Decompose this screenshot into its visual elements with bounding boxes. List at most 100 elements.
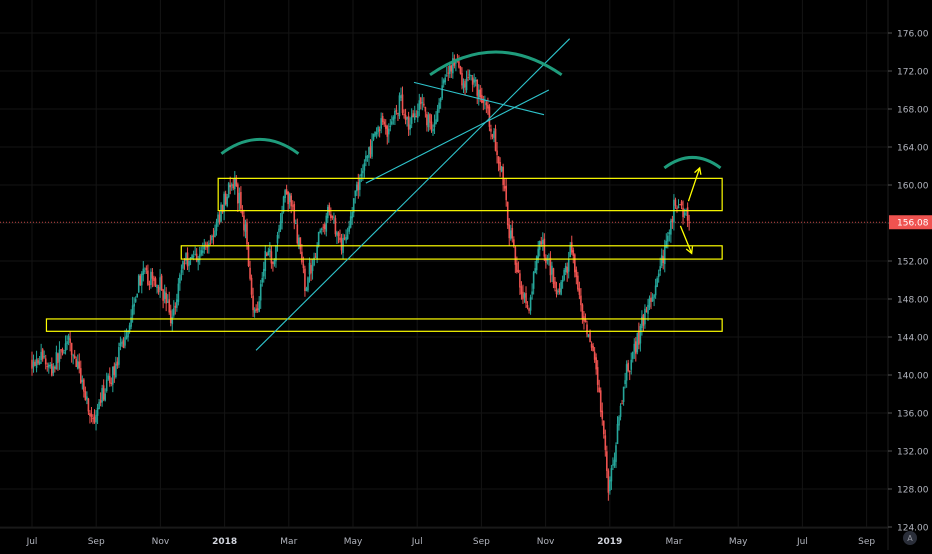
- candle-body: [359, 177, 361, 190]
- candle-body: [121, 341, 123, 344]
- rising-trendline[interactable]: [255, 38, 571, 351]
- candle-body: [580, 295, 582, 306]
- candle-body: [682, 207, 684, 218]
- candle-body: [360, 173, 363, 177]
- candle-body: [330, 214, 332, 219]
- candle-body: [545, 257, 547, 263]
- candle-body: [317, 231, 320, 246]
- candle-body: [432, 128, 434, 132]
- candle-body: [645, 310, 648, 312]
- price-tick-label: 136.00: [897, 410, 929, 420]
- candle-body: [631, 351, 634, 359]
- price-axis[interactable]: 124.00 128.00 132.00 136.00 140.00 144.00 148.…: [887, 0, 932, 550]
- candle-body: [250, 277, 253, 295]
- candle-body: [506, 201, 509, 226]
- candle-body: [214, 230, 216, 238]
- candle-body: [160, 275, 163, 291]
- up-arrow-shaft[interactable]: [687, 167, 701, 202]
- up-arrow-head[interactable]: [694, 166, 702, 175]
- candle-body: [500, 166, 503, 172]
- candle-body: [61, 349, 64, 353]
- candle-body: [667, 235, 669, 242]
- candle-body: [215, 221, 218, 232]
- upper-trendline[interactable]: [365, 89, 550, 184]
- candle-body: [41, 349, 44, 360]
- candle-body: [145, 267, 148, 271]
- candle-body: [90, 414, 93, 417]
- price-tick-label: 128.00: [897, 486, 929, 496]
- candle-body: [348, 226, 350, 232]
- time-tick-label: Jul: [796, 537, 808, 547]
- candle-body: [320, 228, 323, 230]
- price-tick-label: 124.00: [897, 524, 929, 534]
- candle-body: [557, 291, 559, 293]
- upper-zone[interactable]: [217, 177, 723, 212]
- arc-right-shoulder[interactable]: [663, 156, 722, 170]
- candle-body: [241, 209, 244, 215]
- candle-body: [269, 249, 271, 253]
- candle-body: [368, 147, 370, 158]
- candle-body: [78, 361, 81, 369]
- candle-body: [206, 245, 209, 248]
- candle-body: [227, 183, 230, 198]
- candle-body: [203, 246, 206, 250]
- candle-body: [595, 357, 597, 370]
- candle-body: [287, 192, 289, 205]
- candle-body: [389, 126, 392, 128]
- candle-body: [98, 402, 100, 409]
- auto-scale-icon[interactable]: [903, 531, 917, 545]
- candle-body: [237, 184, 239, 204]
- candle-body: [253, 309, 256, 313]
- candle-body: [377, 126, 379, 133]
- down-arrow-shaft[interactable]: [679, 225, 693, 254]
- candle-body: [64, 343, 67, 352]
- candle-body: [84, 391, 87, 401]
- time-tick-label: Jul: [411, 537, 423, 547]
- falling-trendline[interactable]: [413, 81, 545, 116]
- candle-body: [505, 185, 507, 201]
- candle-body: [352, 198, 355, 213]
- candle-body: [487, 104, 489, 109]
- candle-body: [563, 269, 565, 280]
- candle-body: [384, 124, 387, 129]
- candle-body: [378, 129, 381, 131]
- candle-body: [299, 237, 302, 250]
- candle-body: [394, 111, 396, 119]
- candle-body: [656, 278, 658, 287]
- lower-zone[interactable]: [45, 318, 723, 332]
- candle-body: [147, 270, 149, 285]
- candle-body: [57, 353, 59, 364]
- candle-body: [416, 111, 419, 118]
- last-price-label-box: [889, 215, 932, 230]
- candle-body: [410, 115, 413, 124]
- down-arrow-head[interactable]: [685, 246, 694, 255]
- arc-left-shoulder[interactable]: [220, 137, 300, 155]
- candle-body: [115, 363, 117, 378]
- candle-body: [581, 304, 584, 319]
- candle-body: [592, 345, 594, 352]
- candle-body: [119, 342, 122, 347]
- candle-body: [81, 379, 84, 383]
- drawings: [45, 38, 723, 351]
- candle-body: [272, 261, 274, 265]
- candle-body: [564, 266, 567, 273]
- candle-body: [218, 214, 221, 223]
- time-axis[interactable]: Jul Sep Nov 2018 Mar May Jul Sep Nov 2019 Mar May Ju…: [0, 527, 888, 547]
- candle-body: [223, 193, 225, 213]
- time-tick-label: Nov: [152, 537, 170, 547]
- time-tick-label: Nov: [537, 537, 555, 547]
- candle-body: [346, 234, 349, 240]
- candle-body: [386, 126, 389, 137]
- candle-body: [535, 256, 538, 271]
- candle-body: [151, 271, 154, 279]
- arc-head[interactable]: [429, 50, 563, 77]
- candle-body: [671, 218, 674, 223]
- candle-body: [67, 336, 70, 340]
- middle-zone[interactable]: [180, 245, 723, 260]
- candle-body: [435, 119, 437, 124]
- candle-body: [391, 121, 393, 125]
- corner-badge[interactable]: A: [903, 531, 917, 545]
- candle-body: [641, 316, 643, 329]
- candle-body: [301, 251, 303, 263]
